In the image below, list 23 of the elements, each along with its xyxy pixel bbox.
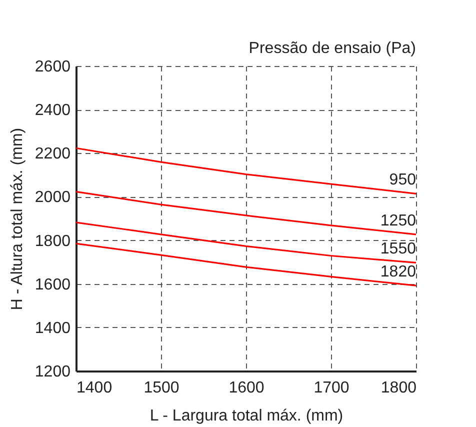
y-tick-label: 2400 — [34, 102, 71, 120]
line-series — [75, 190, 417, 236]
x-tick-label: 1700 — [314, 380, 350, 396]
x-tick-label: 1800 — [380, 380, 417, 396]
series-label: 1250 — [380, 212, 416, 230]
series-label: 950 — [389, 172, 416, 189]
series-label: 1550 — [380, 240, 416, 258]
x-axis-title: L - Largura total máx. (mm) — [150, 408, 344, 424]
y-tick-label: 1200 — [34, 364, 71, 380]
x-tick-label: 1600 — [228, 380, 264, 396]
series-label: 1820 — [380, 264, 416, 281]
y-tick-label: 2200 — [34, 146, 71, 163]
line-series — [75, 147, 417, 194]
line-series — [75, 242, 417, 286]
x-tick-label: 1500 — [144, 380, 180, 396]
y-tick-label: 2000 — [34, 189, 71, 206]
x-tick-label: 1400 — [76, 380, 112, 396]
y-tick-label: 2600 — [34, 58, 71, 76]
y-tick-label: 1600 — [34, 276, 71, 294]
y-tick-label: 1800 — [34, 232, 71, 250]
y-axis-title: H - Altura total máx. (mm) — [8, 128, 26, 310]
legend-title: Pressão de ensaio (Pa) — [248, 40, 416, 57]
y-tick-label: 1400 — [34, 320, 71, 337]
